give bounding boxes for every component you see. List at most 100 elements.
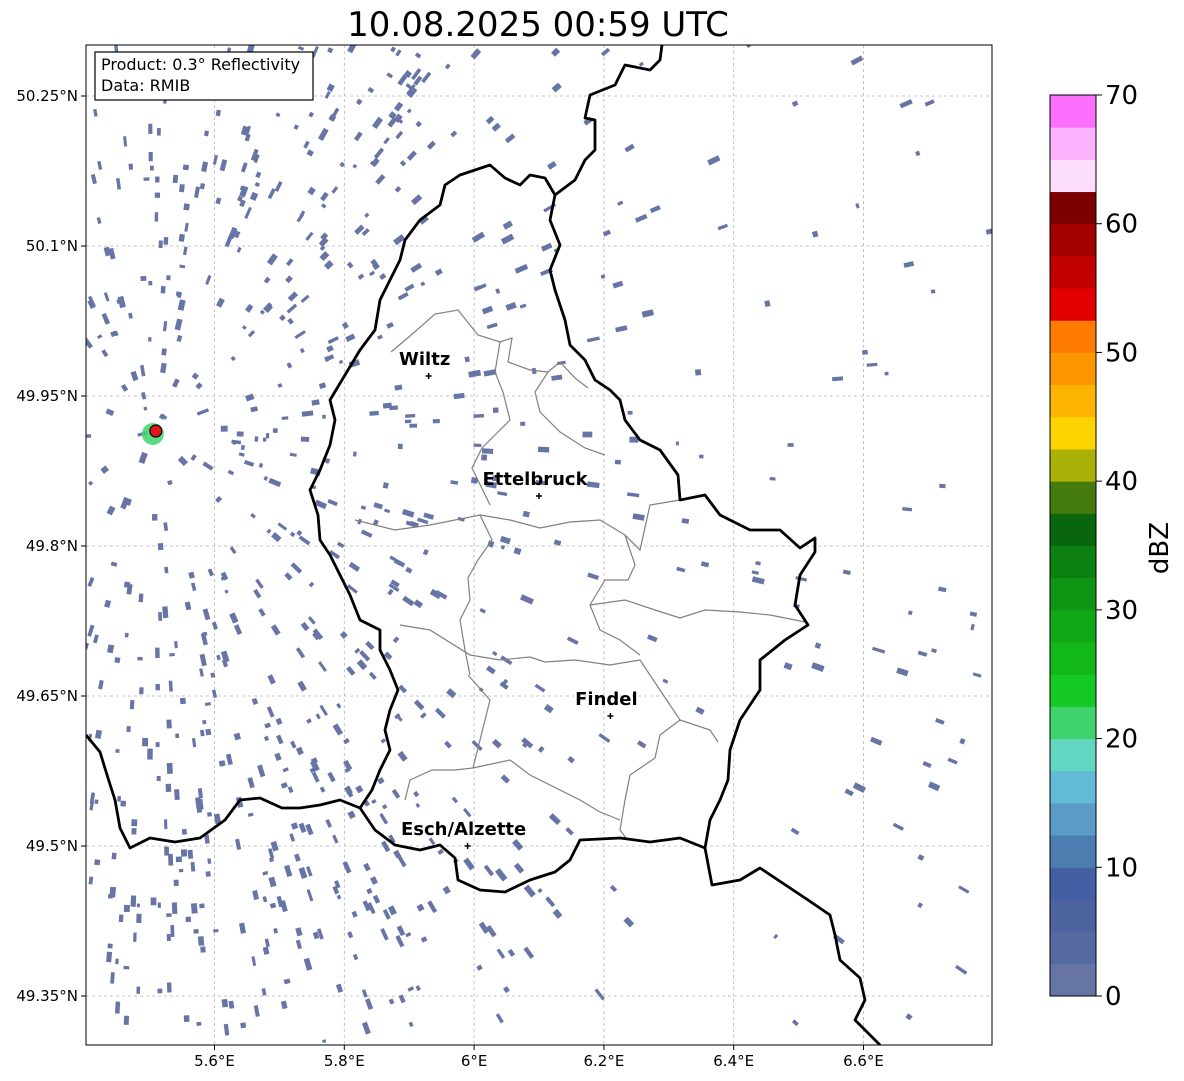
- echo-cell: [319, 245, 326, 251]
- echo-cell: [250, 406, 259, 413]
- echo-cell: [344, 785, 353, 796]
- echo-cell: [215, 495, 223, 504]
- echo-cell: [300, 294, 310, 303]
- echo-cell: [280, 782, 288, 789]
- echo-cell: [552, 908, 563, 919]
- echo-cell: [388, 583, 400, 592]
- echo-cell: [177, 455, 189, 467]
- echo-cell: [420, 712, 427, 719]
- echo-cell: [464, 356, 470, 363]
- echo-cell: [514, 263, 529, 274]
- colorbar-segment: [1050, 835, 1096, 868]
- echo-cell: [319, 786, 326, 793]
- echo-cell: [170, 925, 175, 937]
- echo-cell: [473, 285, 481, 291]
- echo-cell: [407, 86, 418, 99]
- map-panel[interactable]: Wiltz Ettelbruck Findel Esch/Alzette: [82, 43, 993, 1045]
- echo-cell: [286, 303, 298, 314]
- echo-cell: [332, 885, 340, 895]
- axis-ticks: 5.6°E 5.8°E 6°E 6.2°E 6.4°E 6.6°E 50.25°N 50.1°…: [16, 87, 884, 1070]
- lon-tick-label: 5.8°E: [324, 1052, 365, 1070]
- echo-cell: [255, 171, 262, 179]
- product-label: Product: 0.3° Reflectivity: [101, 55, 300, 74]
- echo-cell: [444, 63, 451, 70]
- colorbar: 0 10 20 30 40 50 60 70 dBZ: [1049, 81, 1175, 1012]
- echo-cell: [138, 451, 148, 464]
- echo-cell: [352, 953, 359, 961]
- echo-cell: [160, 285, 166, 294]
- colorbar-segment: [1050, 320, 1096, 353]
- echo-cell: [326, 345, 334, 353]
- echo-cell: [306, 149, 314, 157]
- echo-cell: [320, 232, 329, 241]
- echo-cell: [311, 399, 320, 406]
- echo-cell: [646, 634, 658, 643]
- echo-cell: [361, 1021, 371, 1035]
- echo-cell: [179, 697, 186, 705]
- radar-echoes: [86, 45, 992, 1044]
- echo-cell: [380, 928, 389, 941]
- echo-cell: [404, 283, 415, 292]
- echo-cell: [360, 505, 367, 510]
- echo-cell: [244, 460, 255, 467]
- echo-cell: [281, 416, 289, 420]
- echo-cell: [298, 535, 311, 546]
- echo-cell: [279, 314, 286, 322]
- echo-cell: [769, 477, 776, 481]
- echo-cell: [392, 636, 400, 644]
- echo-cell: [182, 246, 188, 256]
- echo-cell: [219, 159, 228, 172]
- echo-cell: [101, 349, 109, 358]
- echo-cell: [195, 382, 203, 390]
- echo-cell: [377, 777, 385, 785]
- echo-cell: [173, 879, 179, 887]
- echo-cell: [150, 897, 157, 906]
- echo-cell: [271, 532, 282, 543]
- echo-cell: [522, 510, 530, 518]
- echo-cell: [199, 653, 207, 667]
- echo-cell: [319, 704, 328, 716]
- echo-cell: [250, 148, 259, 162]
- echo-cell: [463, 857, 475, 871]
- echo-cell: [86, 434, 92, 438]
- echo-cell: [500, 544, 506, 550]
- echo-cell: [327, 499, 338, 507]
- echo-cell: [483, 864, 495, 877]
- echo-cell: [120, 800, 127, 807]
- echo-cell: [193, 928, 199, 934]
- echo-cell: [326, 83, 335, 92]
- echo-cell: [481, 454, 488, 461]
- echo-cell: [379, 812, 389, 825]
- echo-cell: [253, 1005, 260, 1017]
- colorbar-segment: [1050, 931, 1096, 965]
- echo-cell: [240, 125, 249, 136]
- echo-cell: [453, 392, 465, 400]
- echo-cell: [523, 884, 536, 898]
- colorbar-segment: [1050, 288, 1096, 321]
- echo-cell: [649, 205, 661, 214]
- echo-cell: [166, 719, 172, 729]
- echo-cell: [341, 322, 349, 330]
- echo-cell: [442, 885, 451, 895]
- echo-cell: [154, 192, 161, 198]
- echo-cell: [342, 861, 352, 874]
- echo-cell: [773, 933, 779, 940]
- echo-cell: [547, 160, 557, 170]
- echo-cell: [751, 576, 765, 585]
- echo-cell: [123, 965, 130, 970]
- echo-cell: [289, 452, 297, 457]
- echo-cell: [262, 896, 268, 903]
- echo-cell: [321, 203, 327, 209]
- echo-cell: [163, 522, 169, 531]
- echo-cell: [130, 370, 139, 382]
- lat-tick-label: 49.35°N: [16, 987, 78, 1005]
- echo-cell: [338, 359, 344, 364]
- echo-cell: [148, 280, 153, 286]
- echo-cell: [411, 68, 422, 81]
- echo-cell: [267, 188, 276, 200]
- echo-cell: [157, 543, 164, 551]
- echo-cell: [537, 888, 543, 894]
- city-label: Findel: [575, 689, 638, 710]
- echo-cell: [90, 173, 97, 185]
- echo-cell: [306, 718, 312, 724]
